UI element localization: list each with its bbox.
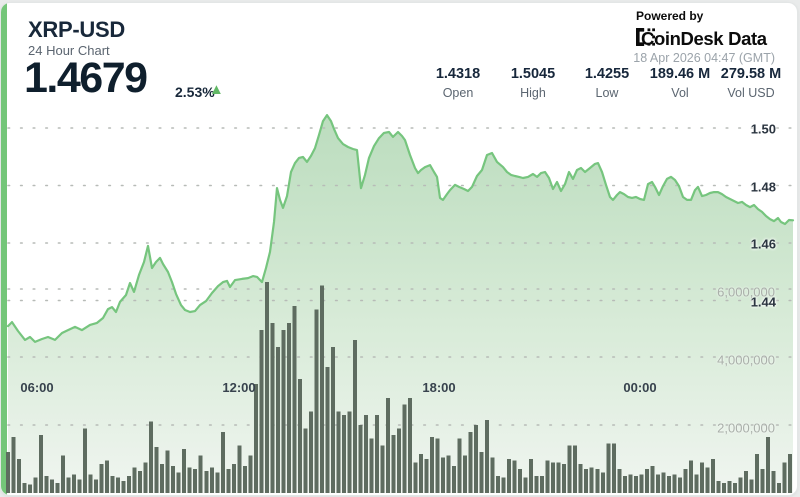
price-axis-label: 1.50 (750, 121, 776, 137)
change-percent: 2.53% (175, 84, 215, 100)
volume-axis-label: 6,000,000 (717, 284, 775, 300)
volume-axis-label: 2,000,000 (717, 420, 775, 436)
powered-by-label: Powered by (636, 9, 704, 23)
stat-vol-usd: 279.58 M Vol USD (721, 66, 781, 100)
stats-row: 1.4318 Open 1.5045 High 1.4255 Low 189.4… (1, 66, 797, 106)
time-axis-label: 00:00 (623, 380, 657, 395)
stat-high-label: High (520, 86, 546, 100)
accent-bar (1, 3, 7, 495)
time-axis-label: 18:00 (422, 380, 456, 395)
up-arrow-icon: ▲ (209, 81, 224, 98)
timestamp: 18 Apr 2026 04:47 (GMT) (633, 51, 775, 65)
coindesk-mark-icon (636, 28, 655, 46)
symbol-title: XRP-USD (28, 17, 125, 42)
gridlines (7, 127, 795, 426)
price-axis-label: 1.44 (750, 294, 776, 309)
stat-vol-value: 189.46 M (649, 66, 711, 82)
current-price: 1.4679 (24, 54, 148, 102)
stat-vol-usd-label: Vol USD (727, 86, 775, 100)
price-line (6, 113, 795, 343)
stat-vol-usd-value: 279.58 M (720, 66, 782, 82)
volume-axis-label: 4,000,000 (717, 352, 775, 368)
stat-low-label: Low (595, 86, 619, 100)
time-axis-label: 12:00 (222, 380, 256, 395)
chart-subtitle: 24 Hour Chart (28, 43, 110, 58)
coindesk-logo[interactable]: CoinDesk Data (636, 28, 767, 50)
time-axis-label: 06:00 (20, 380, 54, 395)
stat-high-value: 1.5045 (510, 66, 556, 82)
brand-suffix: Data (728, 28, 767, 49)
stat-open: 1.4318 Open (436, 66, 480, 100)
price-area (8, 115, 793, 493)
volume-bars (6, 282, 792, 493)
brand-name: CoinDesk (641, 28, 724, 49)
stat-high: 1.5045 High (511, 66, 555, 100)
price-axis-label: 1.46 (750, 236, 776, 252)
price-axis-label: 1.48 (750, 179, 776, 194)
stat-vol-label: Vol (671, 86, 689, 100)
stat-open-label: Open (442, 86, 474, 100)
stat-vol: 189.46 M Vol (650, 66, 710, 100)
stat-low-value: 1.4255 (584, 66, 630, 82)
stat-open-value: 1.4318 (435, 66, 481, 82)
stat-low: 1.4255 Low (585, 66, 629, 100)
